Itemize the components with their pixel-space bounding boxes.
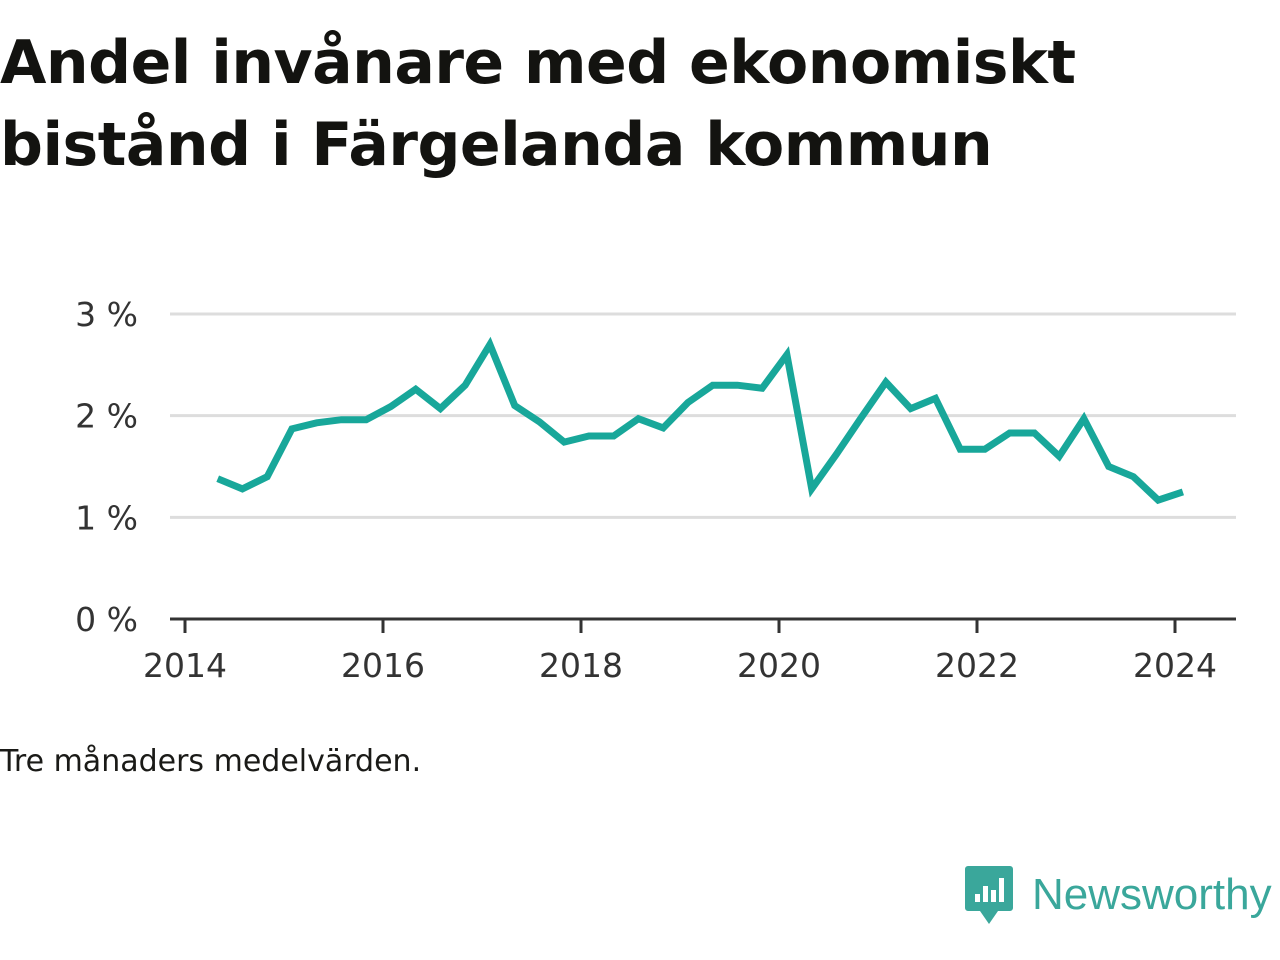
x-tick-label: 2016 [341,646,425,685]
x-tick-label: 2020 [737,646,821,685]
newsworthy-logo: Newsworthy [964,864,1272,926]
x-tick-label: 2024 [1133,646,1217,685]
y-tick-label: 1 % [75,498,138,537]
grid-lines [170,312,1236,519]
x-axis-labels: 2014 2016 2018 2020 2022 2024 [143,646,1217,685]
x-tick-label: 2022 [935,646,1019,685]
series-line [216,336,1185,505]
y-axis-labels: 0 % 1 % 2 % 3 % [75,295,138,639]
chart-title: Andel invånare med ekonomiskt bistånd i … [0,22,1260,186]
newsworthy-logo-icon [965,866,1013,924]
chart-caption: Tre månaders medelvärden. [0,744,422,779]
x-tick-label: 2014 [143,646,227,685]
x-axis [170,617,1236,633]
y-tick-label: 3 % [75,295,138,334]
line-chart: 0 % 1 % 2 % 3 % 2014 2016 2018 2020 2022 2024 [75,295,1236,685]
chart-title-line-2: bistånd i Färgelanda kommun [0,110,993,180]
series-layer [216,336,1185,505]
chart-title-line-1: Andel invånare med ekonomiskt [0,28,1076,98]
y-tick-label: 0 % [75,600,138,639]
x-tick-label: 2018 [539,646,623,685]
newsworthy-logo-text: Newsworthy [1032,870,1272,919]
y-tick-label: 2 % [75,397,138,436]
